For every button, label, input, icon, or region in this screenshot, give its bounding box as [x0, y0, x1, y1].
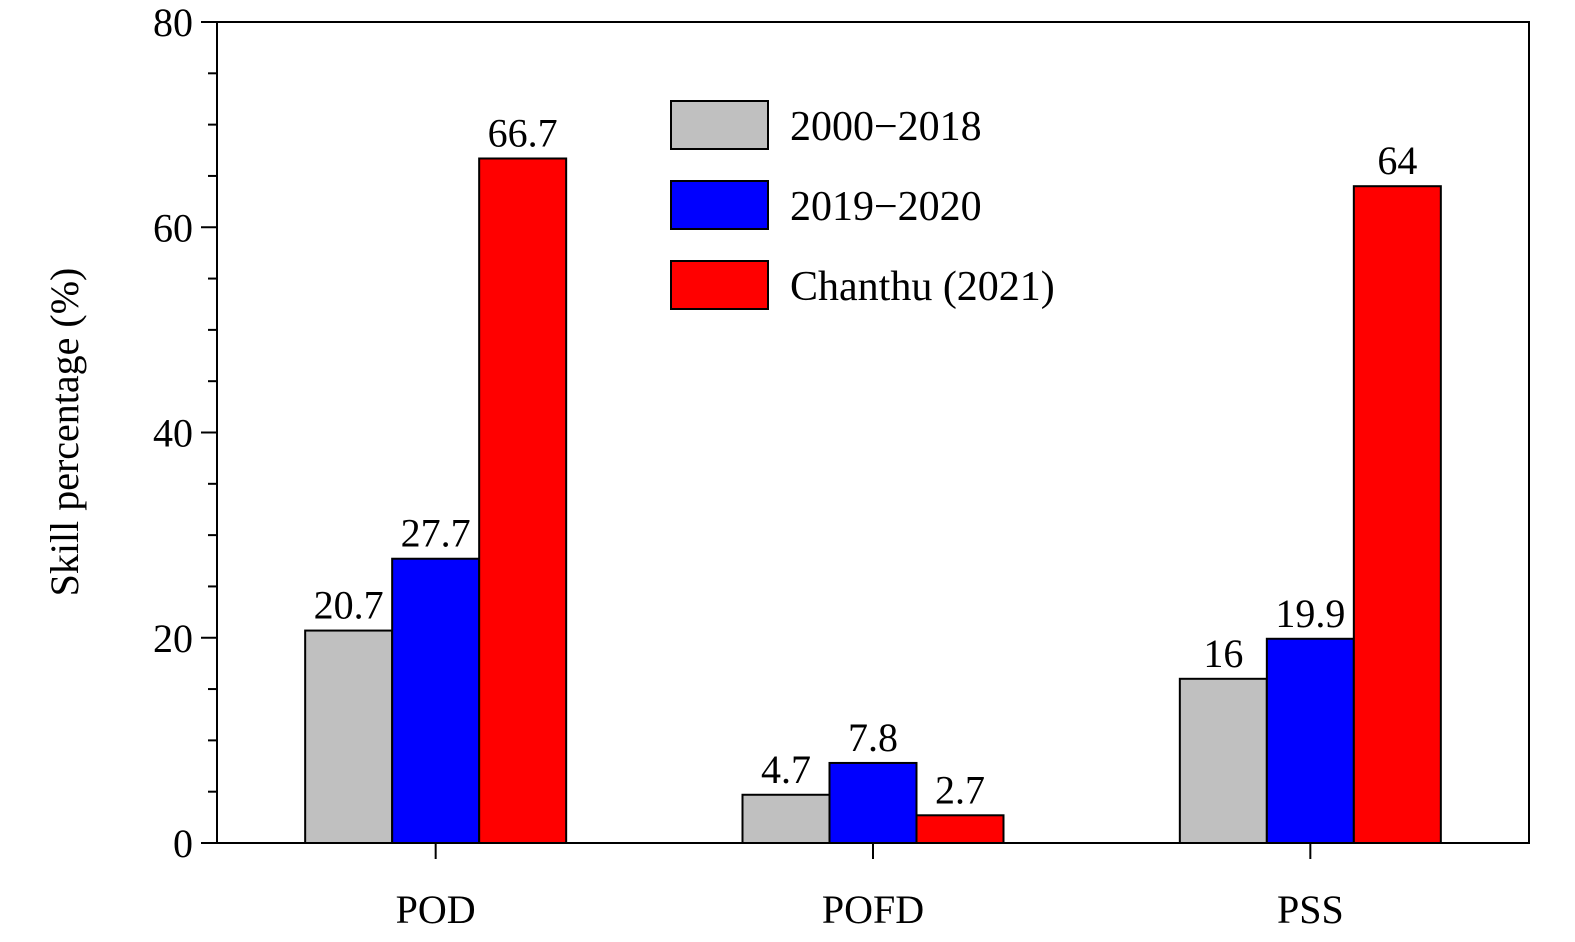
bar: [304, 629, 394, 844]
bar: [741, 793, 831, 844]
bar-value-label: 7.8: [848, 715, 898, 760]
y-tick-label: 80: [153, 0, 193, 45]
legend-swatch: [670, 260, 769, 310]
bars: [304, 157, 1442, 845]
legend-label: 2000−2018: [790, 104, 982, 150]
y-tick-label: 60: [153, 205, 193, 250]
bar: [391, 557, 481, 844]
bar-value-label: 64: [1377, 138, 1417, 183]
legend-label: Chanthu (2021): [790, 264, 1055, 310]
y-axis-title: Skill percentage (%): [42, 268, 87, 597]
y-tick-label: 40: [153, 411, 193, 456]
bar-value-label: 16: [1203, 631, 1243, 676]
legend-swatch: [670, 100, 769, 150]
bar: [1265, 637, 1355, 844]
bar: [828, 761, 918, 845]
x-tick-label: POD: [396, 887, 476, 932]
legend-swatch: [670, 180, 769, 230]
bar-value-label: 4.7: [761, 747, 811, 792]
x-axis: POD POFD PSS: [396, 843, 1344, 932]
bar: [478, 157, 568, 844]
bar-value-labels: 20.7 27.7 66.7 4.7 7.8 2.7 16 19.9 64: [314, 110, 1418, 812]
bar: [915, 814, 1005, 845]
bar-value-label: 27.7: [401, 511, 471, 556]
bar-value-label: 20.7: [314, 583, 384, 628]
bar: [1352, 185, 1442, 844]
y-tick-label: 20: [153, 616, 193, 661]
bar-value-label: 66.7: [488, 110, 558, 155]
legend-label: 2019−2020: [790, 184, 982, 230]
bar-value-label: 19.9: [1275, 591, 1345, 636]
legend: 2000−2018 2019−2020 Chanthu (2021): [670, 100, 1055, 310]
x-tick-label: POFD: [822, 887, 924, 932]
bar: [1178, 677, 1268, 844]
y-axis: 0 20 40 60 80: [153, 0, 217, 866]
y-tick-label: 0: [173, 821, 193, 866]
x-tick-label: PSS: [1277, 887, 1344, 932]
bar-value-label: 2.7: [935, 767, 985, 812]
